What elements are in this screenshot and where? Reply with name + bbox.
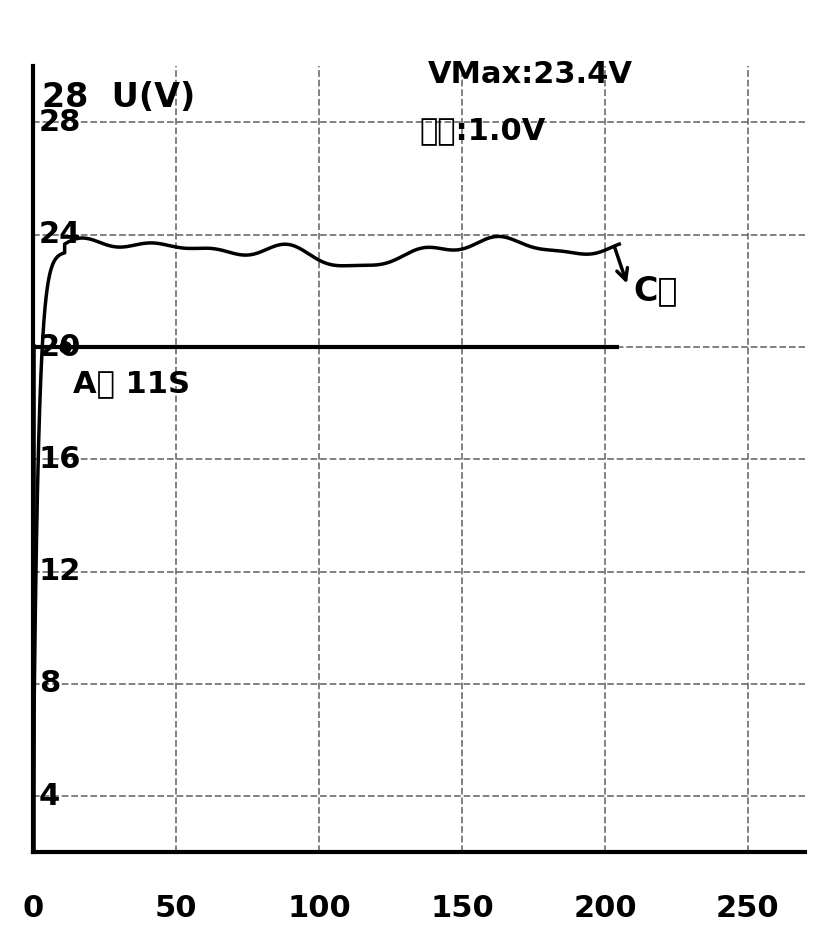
Text: 28: 28 [39,108,81,137]
Text: 4: 4 [39,781,60,811]
Text: 0: 0 [22,894,44,923]
Text: 8: 8 [39,670,60,698]
Text: 150: 150 [430,894,494,923]
Text: 20: 20 [39,332,81,362]
Text: 50: 50 [155,894,198,923]
Text: 200: 200 [574,894,637,923]
Text: C点: C点 [633,275,678,308]
Text: 16: 16 [39,445,81,474]
Text: 波峰:1.0V: 波峰:1.0V [419,116,545,145]
Text: 100: 100 [287,894,351,923]
Text: 250: 250 [716,894,779,923]
Text: 24: 24 [39,221,81,249]
Text: A点 11S: A点 11S [73,369,190,399]
Text: VMax:23.4V: VMax:23.4V [427,60,632,89]
Text: 28  U(V): 28 U(V) [42,81,195,114]
Text: 12: 12 [39,557,81,586]
